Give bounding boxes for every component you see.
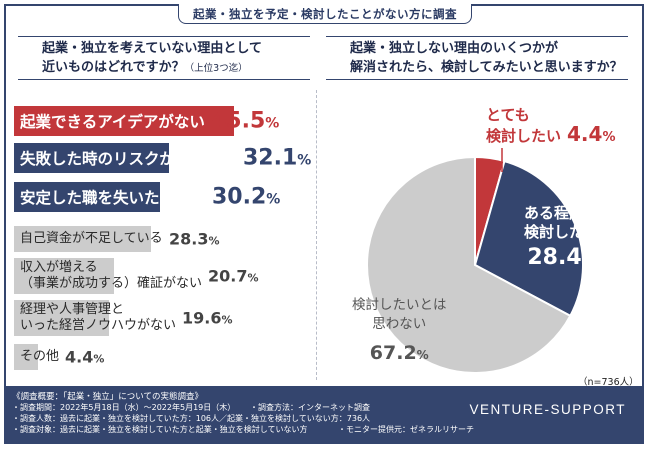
bar-fill [14, 182, 161, 212]
bar-item: その他 4.4% [14, 344, 314, 370]
left-question-line2: 近いものはどれですか？（上位3つ迄） [42, 60, 248, 75]
bar-fill [14, 143, 170, 173]
bar-label: 安定した職を失いたくない [20, 189, 207, 207]
left-question-line1: 起業・独立を考えていない理由として [42, 41, 262, 56]
bar-fill [14, 300, 109, 336]
bar-label: 収入が増える （事業が成功する）確証がない [20, 260, 203, 291]
bar-item: 自己資金が不足している 28.3% [14, 226, 314, 252]
bar-fill [14, 258, 115, 294]
survey-footer: 《調査概要：「起業・独立」についての実態調査》 ・調査期間：2022年5月18日… [6, 386, 644, 442]
bar-value: 28.3% [169, 229, 220, 249]
footer-method: ・調査方法：インターネット調査 [250, 403, 370, 412]
bar-label: 起業できるアイデアがない [20, 113, 205, 131]
bar-label: 失敗した時のリスクが合わない [20, 150, 238, 168]
pie-slice [366, 155, 572, 374]
bar-item: 失敗した時のリスクが合わない 32.1% [14, 143, 314, 173]
bar-item: 起業できるアイデアがない 45.5% [14, 106, 314, 136]
left-question: 起業・独立を考えていない理由として 近いものはどれですか？（上位3つ迄） [18, 36, 310, 80]
bar-item: 安定した職を失いたくない 30.2% [14, 182, 314, 212]
pie-slice [473, 159, 584, 318]
bar-fill [14, 344, 38, 370]
bar-value: 4.4% [65, 347, 105, 367]
bar-value: 19.6% [182, 308, 233, 328]
bar-value: 20.7% [208, 266, 259, 286]
right-question: 起業・独立しない理由のいくつかが 解消されたら、検討してみたいと思いますか？ [326, 36, 628, 80]
footer-count: ・調査人数：過去に起業・独立を検討していた方：106人／起業・独立を検討していな… [12, 414, 371, 423]
bar-value: 45.5% [211, 108, 280, 134]
pie-slice-label: とても 検討したい 4.4% [486, 106, 616, 146]
bar-label: 経理や人事管理と いった経営ノウハウがない [20, 302, 177, 333]
bar-value: 30.2% [212, 184, 281, 210]
bar-item: 収入が増える （事業が成功する）確証がない 20.7% [14, 258, 314, 294]
divider [316, 90, 317, 380]
footer-period: ・調査期間：2022年5月18日（水）〜2022年5月19日（木） [12, 403, 236, 412]
bar-label: その他 [20, 349, 60, 364]
pie-slice-label: 検討したいとは 思わない 67.2% [352, 297, 447, 364]
bar-value: 32.1% [243, 145, 312, 171]
bar-label: 自己資金が不足している [20, 231, 163, 246]
bar-fill [14, 106, 234, 136]
footer-target: ・調査対象：過去に起業・独立を検討していた方と起業・独立を検討していない方 [12, 425, 308, 434]
bar-item: 経理や人事管理と いった経営ノウハウがない 19.6% [14, 300, 314, 336]
sample-size-label: （n=736人） [578, 377, 639, 388]
survey-header: 起業・独立を予定・検討したことがない方に調査 [178, 4, 472, 24]
right-question-line2: 解消されたら、検討してみたいと思いますか？ [350, 60, 623, 75]
left-question-note: （上位3つ迄） [184, 63, 248, 74]
right-question-line1: 起業・独立しない理由のいくつかが [350, 41, 559, 56]
bar-fill [14, 226, 151, 252]
footer-provider: ・モニター提供元：ゼネラルリサーチ [338, 425, 474, 434]
footer-title: 《調査概要：「起業・独立」についての実態調査》 [12, 392, 203, 402]
brand-logo-text: VENTURE-SUPPORT [469, 402, 626, 417]
pie-slice-label: ある程度は 検討したい 28.4% [524, 204, 600, 270]
